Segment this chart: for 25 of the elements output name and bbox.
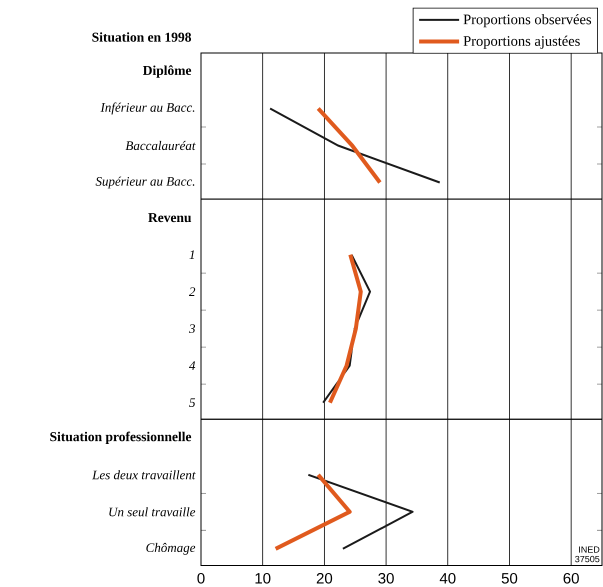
- x-tick-label: 30: [378, 573, 394, 584]
- y-tick-label: 3: [188, 324, 196, 334]
- x-tick-label: 20: [316, 573, 332, 584]
- x-tick-label: 10: [255, 573, 270, 584]
- y-tick-label: 5: [189, 398, 196, 407]
- x-tick-label: 40: [440, 573, 456, 584]
- x-tick-label: 50: [502, 573, 518, 584]
- x-tick-label: 60: [564, 573, 579, 584]
- y-tick-label: 1: [189, 250, 194, 259]
- annotation: INED 37505: [575, 546, 600, 562]
- legend-label: Proportions observées: [464, 14, 592, 28]
- chart-title: Situation en 1998: [92, 32, 192, 42]
- text: Revenu: [148, 213, 192, 222]
- legend-label: Proportions ajustées: [464, 36, 580, 49]
- y-tick-label: Un seul travaille: [109, 507, 196, 516]
- text: Diplôme: [142, 65, 192, 78]
- x-tick-label: 0: [197, 573, 205, 584]
- y-tick-label: 4: [189, 361, 196, 370]
- y-tick-label: Les deux travaillent: [92, 470, 196, 480]
- y-tick-label: Supérieur au Bacc.: [96, 176, 194, 188]
- y-tick-label: 2: [188, 287, 196, 296]
- y-tick-label: Inférieur au Bacc.: [100, 102, 194, 114]
- y-tick-label: Baccalauréat: [126, 140, 196, 150]
- y-tick-label: Chômage: [146, 542, 196, 555]
- text: Situation professionnelle: [50, 432, 192, 444]
